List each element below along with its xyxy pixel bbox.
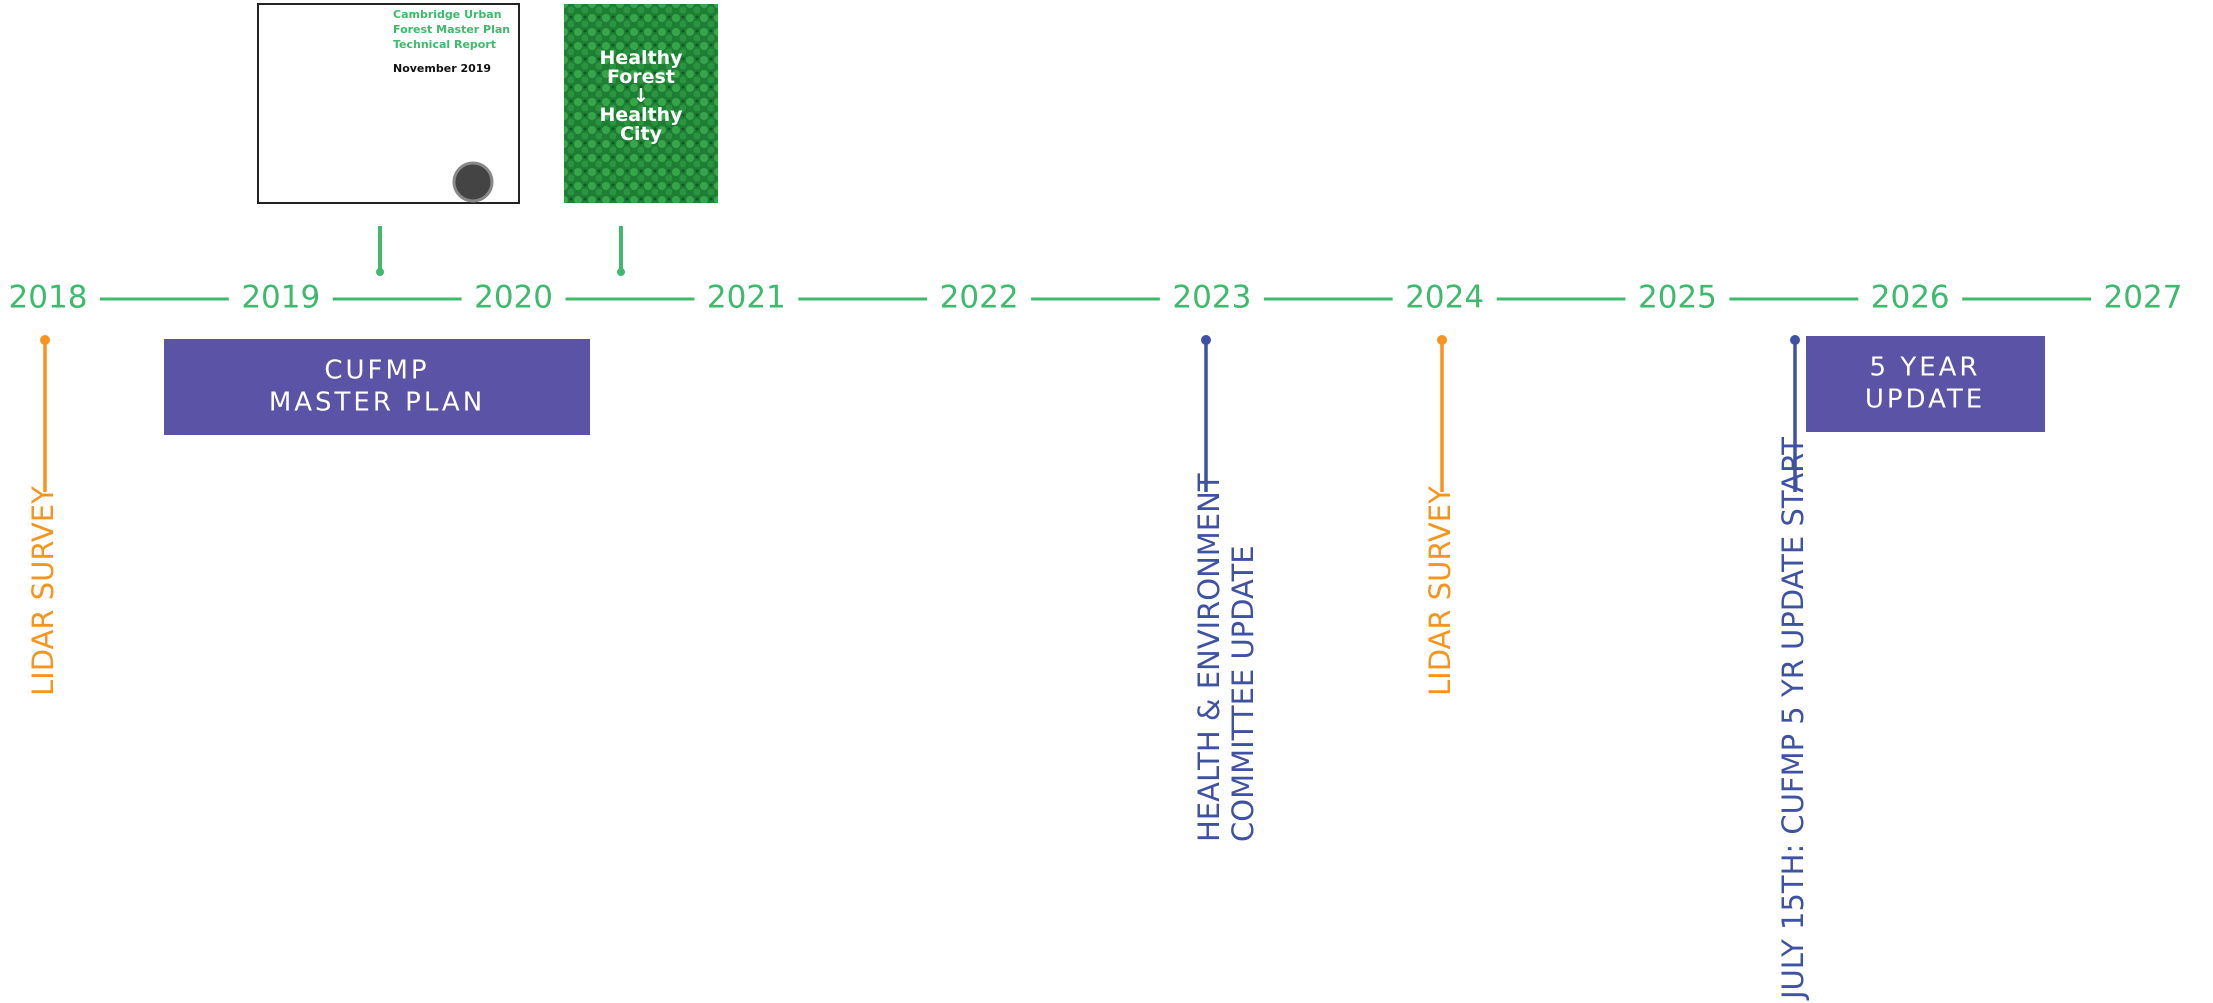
report-title: Forest Master Plan <box>393 23 510 36</box>
box-label: CUFMP <box>324 356 429 386</box>
report-date: November 2019 <box>393 62 491 75</box>
box-label: UPDATE <box>1865 385 1985 415</box>
city-seal <box>454 163 492 201</box>
report-title: Cambridge Urban <box>393 8 502 21</box>
event-label: LIDAR SURVEY <box>26 486 60 696</box>
year-label: 2025 <box>1638 280 1717 316</box>
event-label: COMMITTEE UPDATE <box>1226 545 1260 842</box>
year-label: 2022 <box>940 280 1019 316</box>
year-label: 2019 <box>241 280 320 316</box>
year-label: 2026 <box>1871 280 1950 316</box>
box-label: MASTER PLAN <box>269 388 485 418</box>
event-label: HEALTH & ENVIRONMENT <box>1192 473 1226 842</box>
connector-dot <box>617 268 625 276</box>
year-label: 2020 <box>474 280 553 316</box>
year-label: 2018 <box>9 280 88 316</box>
box-label: 5 YEAR <box>1870 353 1981 383</box>
year-label: 2027 <box>2104 280 2183 316</box>
year-label: 2023 <box>1172 280 1251 316</box>
event-label: JULY 15TH: CUFMP 5 YR UPDATE START <box>1776 437 1810 1001</box>
event-label: LIDAR SURVEY <box>1423 486 1457 696</box>
year-label: 2021 <box>707 280 786 316</box>
brochure-text: City <box>620 123 663 145</box>
year-label: 2024 <box>1405 280 1484 316</box>
timeline: 2018 2019 2020 2021 2022 2023 2024 2025 2026 2027… <box>0 0 2213 1003</box>
connector-dot <box>376 268 384 276</box>
report-title: Technical Report <box>393 38 496 51</box>
